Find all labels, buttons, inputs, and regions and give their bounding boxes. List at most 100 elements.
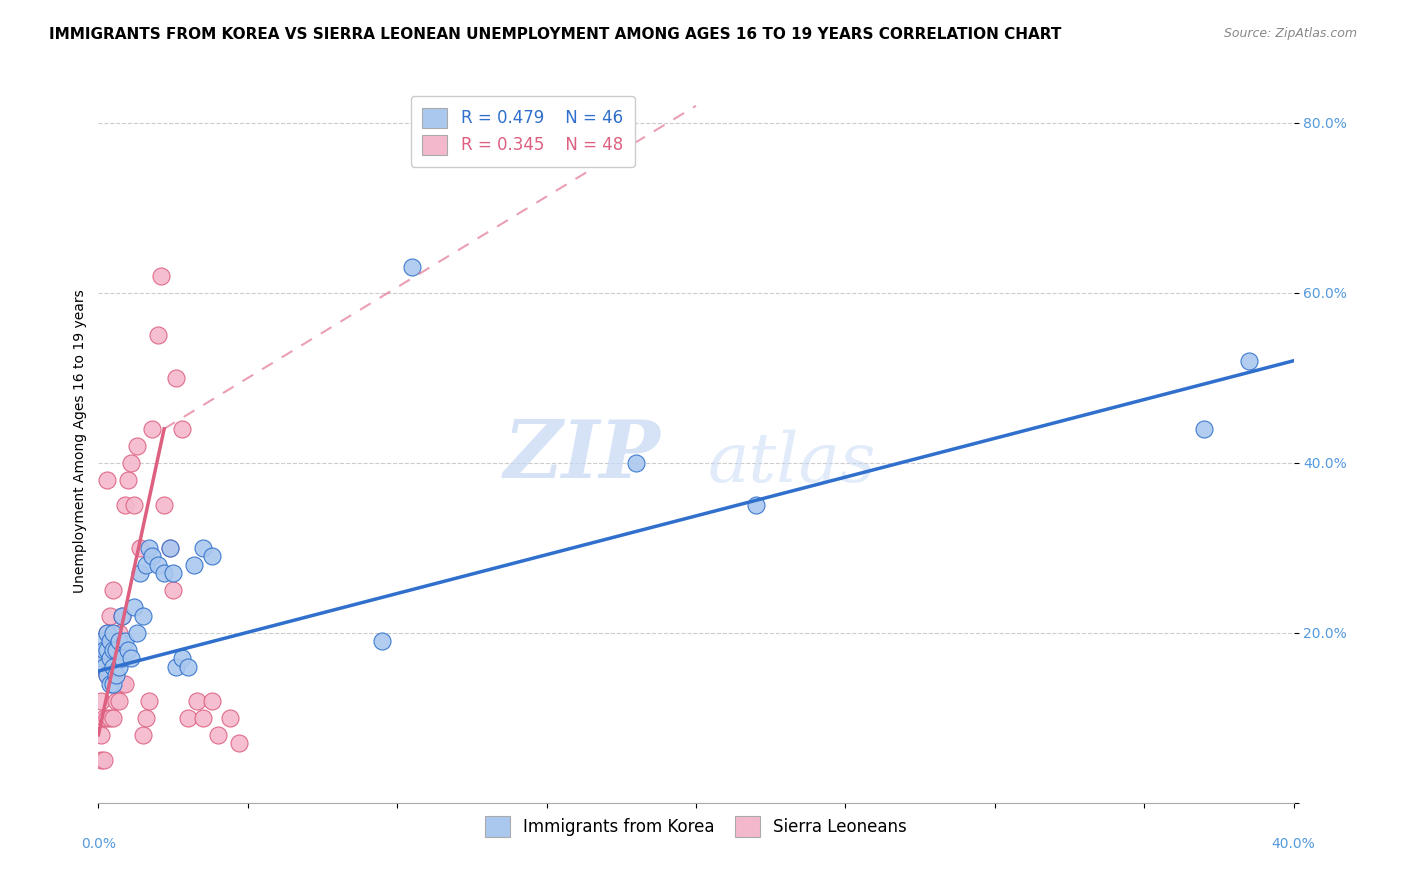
- Point: [191, 541, 214, 555]
- Point: [103, 583, 125, 598]
- Point: [153, 566, 176, 581]
- Point: [153, 498, 176, 512]
- Point: [129, 541, 152, 555]
- Point: [105, 642, 128, 657]
- Point: [93, 642, 115, 657]
- Point: [108, 660, 131, 674]
- Point: [162, 583, 184, 598]
- Legend: Immigrants from Korea, Sierra Leoneans: Immigrants from Korea, Sierra Leoneans: [477, 808, 915, 845]
- Point: [120, 651, 142, 665]
- Text: atlas: atlas: [709, 430, 876, 497]
- Point: [114, 634, 136, 648]
- Point: [90, 651, 112, 665]
- Point: [90, 728, 112, 742]
- Point: [111, 651, 134, 665]
- Point: [186, 694, 208, 708]
- Point: [103, 642, 125, 657]
- Point: [129, 566, 152, 581]
- Point: [103, 677, 125, 691]
- Point: [177, 711, 200, 725]
- Point: [191, 711, 214, 725]
- Point: [103, 660, 125, 674]
- Text: ZIP: ZIP: [503, 417, 661, 495]
- Point: [159, 541, 181, 555]
- Point: [114, 498, 136, 512]
- Point: [135, 558, 157, 572]
- Point: [90, 694, 112, 708]
- Point: [117, 473, 139, 487]
- Text: 40.0%: 40.0%: [1271, 838, 1316, 852]
- Point: [98, 677, 122, 691]
- Point: [159, 541, 181, 555]
- Point: [165, 371, 187, 385]
- Point: [138, 694, 160, 708]
- Point: [93, 642, 115, 657]
- Point: [1237, 353, 1260, 368]
- Point: [98, 711, 122, 725]
- Point: [98, 608, 122, 623]
- Point: [93, 660, 115, 674]
- Point: [105, 642, 128, 657]
- Point: [103, 660, 125, 674]
- Point: [183, 558, 205, 572]
- Point: [105, 668, 128, 682]
- Point: [105, 694, 128, 708]
- Point: [90, 634, 112, 648]
- Point: [745, 498, 768, 512]
- Point: [96, 668, 118, 682]
- Point: [124, 498, 146, 512]
- Point: [124, 600, 146, 615]
- Point: [111, 608, 134, 623]
- Point: [626, 456, 648, 470]
- Point: [108, 625, 131, 640]
- Point: [135, 711, 157, 725]
- Point: [120, 456, 142, 470]
- Text: Source: ZipAtlas.com: Source: ZipAtlas.com: [1223, 27, 1357, 40]
- Point: [90, 753, 112, 767]
- Point: [207, 728, 229, 742]
- Point: [132, 728, 155, 742]
- Point: [96, 711, 118, 725]
- Point: [108, 634, 131, 648]
- Point: [117, 642, 139, 657]
- Point: [96, 642, 118, 657]
- Point: [177, 660, 200, 674]
- Point: [93, 753, 115, 767]
- Point: [138, 541, 160, 555]
- Point: [228, 736, 250, 750]
- Point: [103, 711, 125, 725]
- Point: [98, 668, 122, 682]
- Point: [111, 677, 134, 691]
- Point: [96, 625, 118, 640]
- Point: [114, 677, 136, 691]
- Point: [111, 608, 134, 623]
- Point: [96, 625, 118, 640]
- Point: [141, 549, 163, 564]
- Point: [401, 260, 423, 275]
- Point: [93, 711, 115, 725]
- Point: [172, 422, 194, 436]
- Point: [219, 711, 242, 725]
- Point: [150, 268, 173, 283]
- Point: [201, 549, 224, 564]
- Point: [172, 651, 194, 665]
- Point: [127, 439, 149, 453]
- Point: [90, 660, 112, 674]
- Point: [371, 634, 394, 648]
- Y-axis label: Unemployment Among Ages 16 to 19 years: Unemployment Among Ages 16 to 19 years: [73, 290, 87, 593]
- Point: [98, 634, 122, 648]
- Point: [96, 668, 118, 682]
- Point: [162, 566, 184, 581]
- Point: [1192, 422, 1215, 436]
- Point: [141, 422, 163, 436]
- Point: [132, 608, 155, 623]
- Point: [127, 625, 149, 640]
- Point: [148, 558, 170, 572]
- Text: IMMIGRANTS FROM KOREA VS SIERRA LEONEAN UNEMPLOYMENT AMONG AGES 16 TO 19 YEARS C: IMMIGRANTS FROM KOREA VS SIERRA LEONEAN …: [49, 27, 1062, 42]
- Point: [148, 328, 170, 343]
- Point: [201, 694, 224, 708]
- Point: [96, 473, 118, 487]
- Point: [165, 660, 187, 674]
- Point: [98, 651, 122, 665]
- Text: 0.0%: 0.0%: [82, 838, 115, 852]
